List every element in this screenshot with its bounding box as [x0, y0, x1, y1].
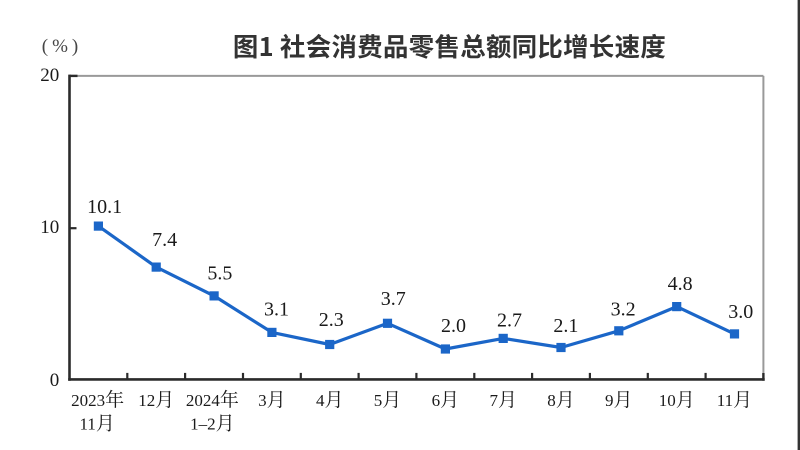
svg-text:5.5: 5.5: [207, 262, 232, 284]
svg-text:3.0: 3.0: [728, 301, 753, 323]
svg-text:10.1: 10.1: [87, 196, 122, 218]
svg-text:2.0: 2.0: [441, 315, 466, 337]
svg-text:6月: 6月: [432, 390, 460, 411]
svg-text:(%): (%): [42, 36, 82, 57]
svg-text:8月: 8月: [547, 390, 575, 411]
svg-text:4月: 4月: [316, 390, 344, 411]
svg-text:11月: 11月: [80, 414, 115, 435]
svg-text:3.1: 3.1: [264, 298, 289, 320]
svg-text:图1 社会消费品零售总额同比增长速度: 图1 社会消费品零售总额同比增长速度: [233, 28, 666, 64]
svg-text:7.4: 7.4: [152, 229, 177, 251]
svg-text:4.8: 4.8: [668, 273, 693, 295]
svg-text:2.7: 2.7: [497, 310, 522, 332]
svg-text:1–2月: 1–2月: [190, 414, 235, 435]
svg-text:10月: 10月: [659, 390, 695, 411]
svg-text:10: 10: [40, 217, 59, 238]
svg-text:0: 0: [50, 370, 60, 391]
svg-text:7月: 7月: [489, 390, 517, 411]
svg-text:2.1: 2.1: [553, 315, 578, 337]
svg-text:2024年: 2024年: [186, 389, 239, 411]
svg-text:5月: 5月: [374, 390, 402, 411]
svg-text:3.2: 3.2: [611, 299, 636, 321]
svg-text:11月: 11月: [717, 390, 752, 411]
svg-text:9月: 9月: [605, 390, 633, 411]
svg-text:20: 20: [40, 65, 59, 86]
svg-text:12月: 12月: [138, 390, 174, 411]
svg-text:2023年: 2023年: [71, 389, 124, 411]
svg-text:3月: 3月: [258, 390, 286, 411]
svg-text:3.7: 3.7: [381, 288, 406, 310]
svg-text:2.3: 2.3: [319, 309, 344, 331]
